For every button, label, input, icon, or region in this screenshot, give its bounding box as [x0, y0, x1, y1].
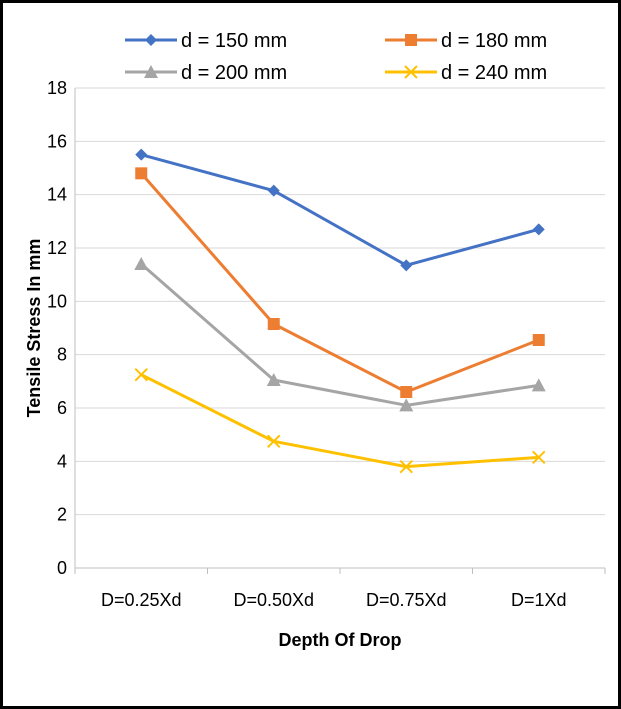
legend-item-d-200-mm: d = 200 mm [125, 62, 287, 84]
data-point [266, 373, 281, 386]
legend-marker [145, 34, 157, 46]
data-point [532, 450, 546, 465]
data-point [532, 223, 545, 236]
y-tick-label: 4 [57, 451, 67, 471]
data-point [399, 459, 413, 474]
series-line [140, 153, 540, 267]
x-tick-label: D=0.25Xd [101, 590, 182, 610]
y-tick-label: 6 [57, 398, 67, 418]
series-group [134, 148, 546, 474]
legend-label: d = 150 mm [181, 30, 287, 52]
data-point [400, 259, 413, 272]
y-tick-label: 14 [47, 185, 67, 205]
data-point [399, 398, 414, 412]
legend-item-d-240-mm: d = 240 mm [385, 62, 547, 84]
legend-label: d = 200 mm [181, 62, 287, 84]
data-point [135, 167, 148, 180]
series-d-180-mm [135, 167, 545, 398]
data-point [267, 434, 281, 449]
y-tick-label: 10 [47, 291, 67, 311]
data-point [134, 367, 148, 382]
x-tick-label: D=0.50Xd [233, 590, 314, 610]
data-point [532, 334, 545, 346]
y-tick-label: 2 [57, 505, 67, 525]
series-d-150-mm [135, 148, 545, 272]
y-axis-title: Tensile Stress In mm [24, 239, 44, 418]
legend-item-d-180-mm: d = 180 mm [385, 30, 547, 52]
grid-lines [74, 87, 606, 574]
legend-marker [144, 65, 158, 78]
x-tick-label: D=1Xd [511, 590, 567, 610]
legend-label: d = 180 mm [441, 30, 547, 52]
y-tick-label: 16 [47, 131, 67, 151]
series-line [140, 172, 540, 394]
data-point [134, 257, 149, 270]
data-point [267, 184, 280, 197]
y-tick-label: 8 [57, 345, 67, 365]
series-d-200-mm [134, 257, 546, 412]
data-point [135, 148, 148, 161]
x-axis-title: Depth Of Drop [279, 630, 402, 650]
data-point [531, 378, 546, 392]
y-tick-label: 18 [47, 78, 67, 98]
legend-label: d = 240 mm [441, 62, 547, 84]
x-tick-label: D=0.75Xd [366, 590, 447, 610]
legend-marker [405, 34, 417, 46]
series-line [140, 262, 539, 407]
legend: d = 150 mm d = 180 mm d = 200 mm d = 240 mm [125, 30, 547, 84]
series-d-240-mm [134, 367, 546, 474]
legend-item-d-150-mm: d = 150 mm [125, 30, 287, 52]
data-point [400, 386, 413, 398]
y-tick-labels: 0 2 4 6 8 10 12 14 16 18 [47, 78, 67, 578]
series-line [140, 373, 539, 469]
x-tick-labels: D=0.25Xd D=0.50Xd D=0.75Xd D=1Xd [101, 590, 567, 610]
legend-marker [404, 65, 418, 79]
y-tick-label: 12 [47, 238, 67, 258]
data-point [267, 318, 280, 330]
y-tick-label: 0 [57, 558, 67, 578]
